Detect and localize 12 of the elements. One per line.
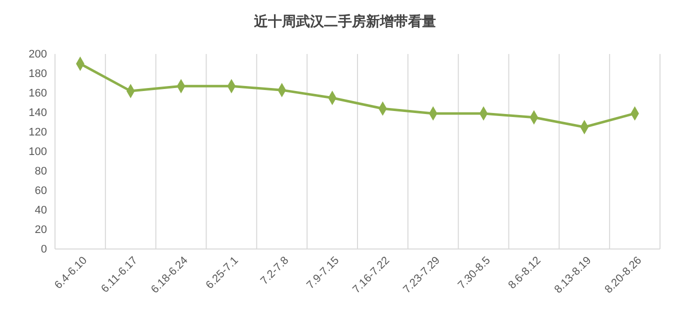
y-tick-label: 180 (28, 68, 47, 80)
y-tick-label: 0 (40, 244, 47, 256)
y-tick-label: 20 (34, 224, 47, 236)
y-tick-label: 200 (28, 48, 47, 61)
y-tick-label: 100 (28, 146, 47, 158)
y-tick-label: 140 (28, 107, 47, 120)
y-tick-label: 60 (34, 185, 47, 198)
y-tick-label: 80 (34, 166, 47, 178)
chart-title: 近十周武汉二手房新增带看量 (253, 13, 436, 30)
y-tick-label: 120 (28, 126, 47, 139)
y-tick-label: 40 (34, 204, 47, 217)
y-tick-label: 160 (28, 88, 47, 100)
